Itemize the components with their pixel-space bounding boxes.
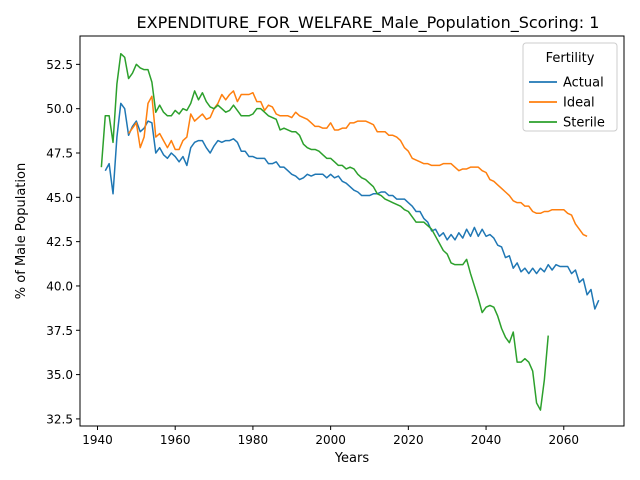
legend: Fertility Actual Ideal Sterile: [522, 42, 618, 132]
y-tick-label: 40.0: [46, 279, 73, 293]
legend-label-actual: Actual: [563, 76, 604, 91]
y-tick-label: 42.5: [46, 235, 73, 249]
x-tick-label: 1960: [160, 433, 191, 447]
x-axis-label: Years: [334, 451, 370, 466]
x-tick-label: 1980: [238, 433, 269, 447]
legend-title: Fertility: [546, 51, 595, 66]
x-tick-label: 2060: [548, 433, 579, 447]
plot-area: [100, 52, 600, 411]
x-tick-label: 2040: [471, 433, 502, 447]
y-tick-label: 50.0: [46, 102, 73, 116]
y-axis-label: % of Male Population: [14, 163, 29, 299]
legend-label-sterile: Sterile: [563, 116, 605, 131]
x-tick-label: 1940: [82, 433, 113, 447]
y-axis: 32.5 35.0 37.5 40.0 42.5 45.0 47.5 50.0 52.5: [46, 58, 80, 426]
series-line-actual: [104, 102, 600, 310]
axes-frame: [79, 35, 625, 427]
x-tick-label: 2000: [315, 433, 346, 447]
series-line-sterile: [100, 52, 549, 411]
y-tick-label: 47.5: [46, 147, 73, 161]
legend-box: [522, 42, 618, 132]
series-line-ideal: [127, 90, 588, 238]
x-tick-label: 2020: [393, 433, 424, 447]
x-axis: 1940 1960 1980 2000 2020 2040 2060: [82, 426, 579, 447]
y-tick-label: 35.0: [46, 368, 73, 382]
y-tick-label: 32.5: [46, 412, 73, 426]
y-tick-label: 37.5: [46, 324, 73, 338]
y-tick-label: 52.5: [46, 58, 73, 72]
chart-title: EXPENDITURE_FOR_WELFARE_Male_Population_…: [137, 13, 600, 33]
y-tick-label: 45.0: [46, 191, 73, 205]
legend-label-ideal: Ideal: [563, 96, 595, 111]
